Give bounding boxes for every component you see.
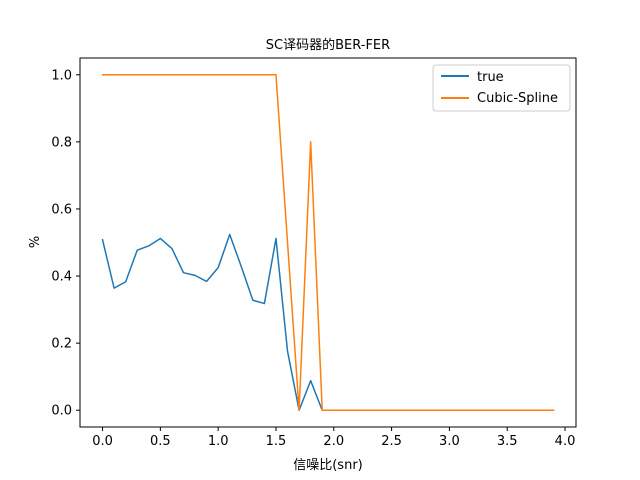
x-axis: 0.0 0.5 1.0 1.5 2.0 2.5 3.0 3.5 4.0 bbox=[92, 427, 575, 449]
x-axis-title: 信噪比(snr) bbox=[293, 458, 363, 473]
x-tick-label: 3.5 bbox=[497, 434, 518, 449]
y-tick-label: 0.2 bbox=[51, 337, 72, 352]
legend: true Cubic-Spline bbox=[432, 64, 571, 112]
legend-label-cubic-spline: Cubic-Spline bbox=[477, 91, 558, 106]
x-tick-label: 2.5 bbox=[381, 434, 402, 449]
x-tick-label: 3.0 bbox=[439, 434, 460, 449]
y-tick-label: 0.4 bbox=[51, 270, 72, 285]
x-tick-label: 1.5 bbox=[266, 434, 287, 449]
series-line-cubic-spline bbox=[101, 74, 555, 411]
x-tick-label: 0.5 bbox=[150, 434, 171, 449]
y-tick-label: 0.6 bbox=[51, 202, 72, 217]
y-tick-label: 0.0 bbox=[51, 404, 72, 419]
y-tick-label: 0.8 bbox=[51, 135, 72, 150]
x-tick-label: 1.0 bbox=[208, 434, 229, 449]
y-tick-label: 1.0 bbox=[51, 68, 72, 83]
y-axis-title: % bbox=[28, 236, 43, 248]
y-axis: 0.0 0.2 0.4 0.6 0.8 1.0 bbox=[51, 68, 80, 419]
legend-label-true: true bbox=[477, 70, 504, 85]
plot-area-frame bbox=[79, 57, 577, 428]
x-tick-label: 2.0 bbox=[323, 434, 344, 449]
x-tick-label: 4.0 bbox=[555, 434, 576, 449]
x-tick-label: 0.0 bbox=[92, 434, 113, 449]
series-layer bbox=[101, 74, 555, 411]
chart-title: SC译码器的BER-FER bbox=[266, 37, 390, 53]
